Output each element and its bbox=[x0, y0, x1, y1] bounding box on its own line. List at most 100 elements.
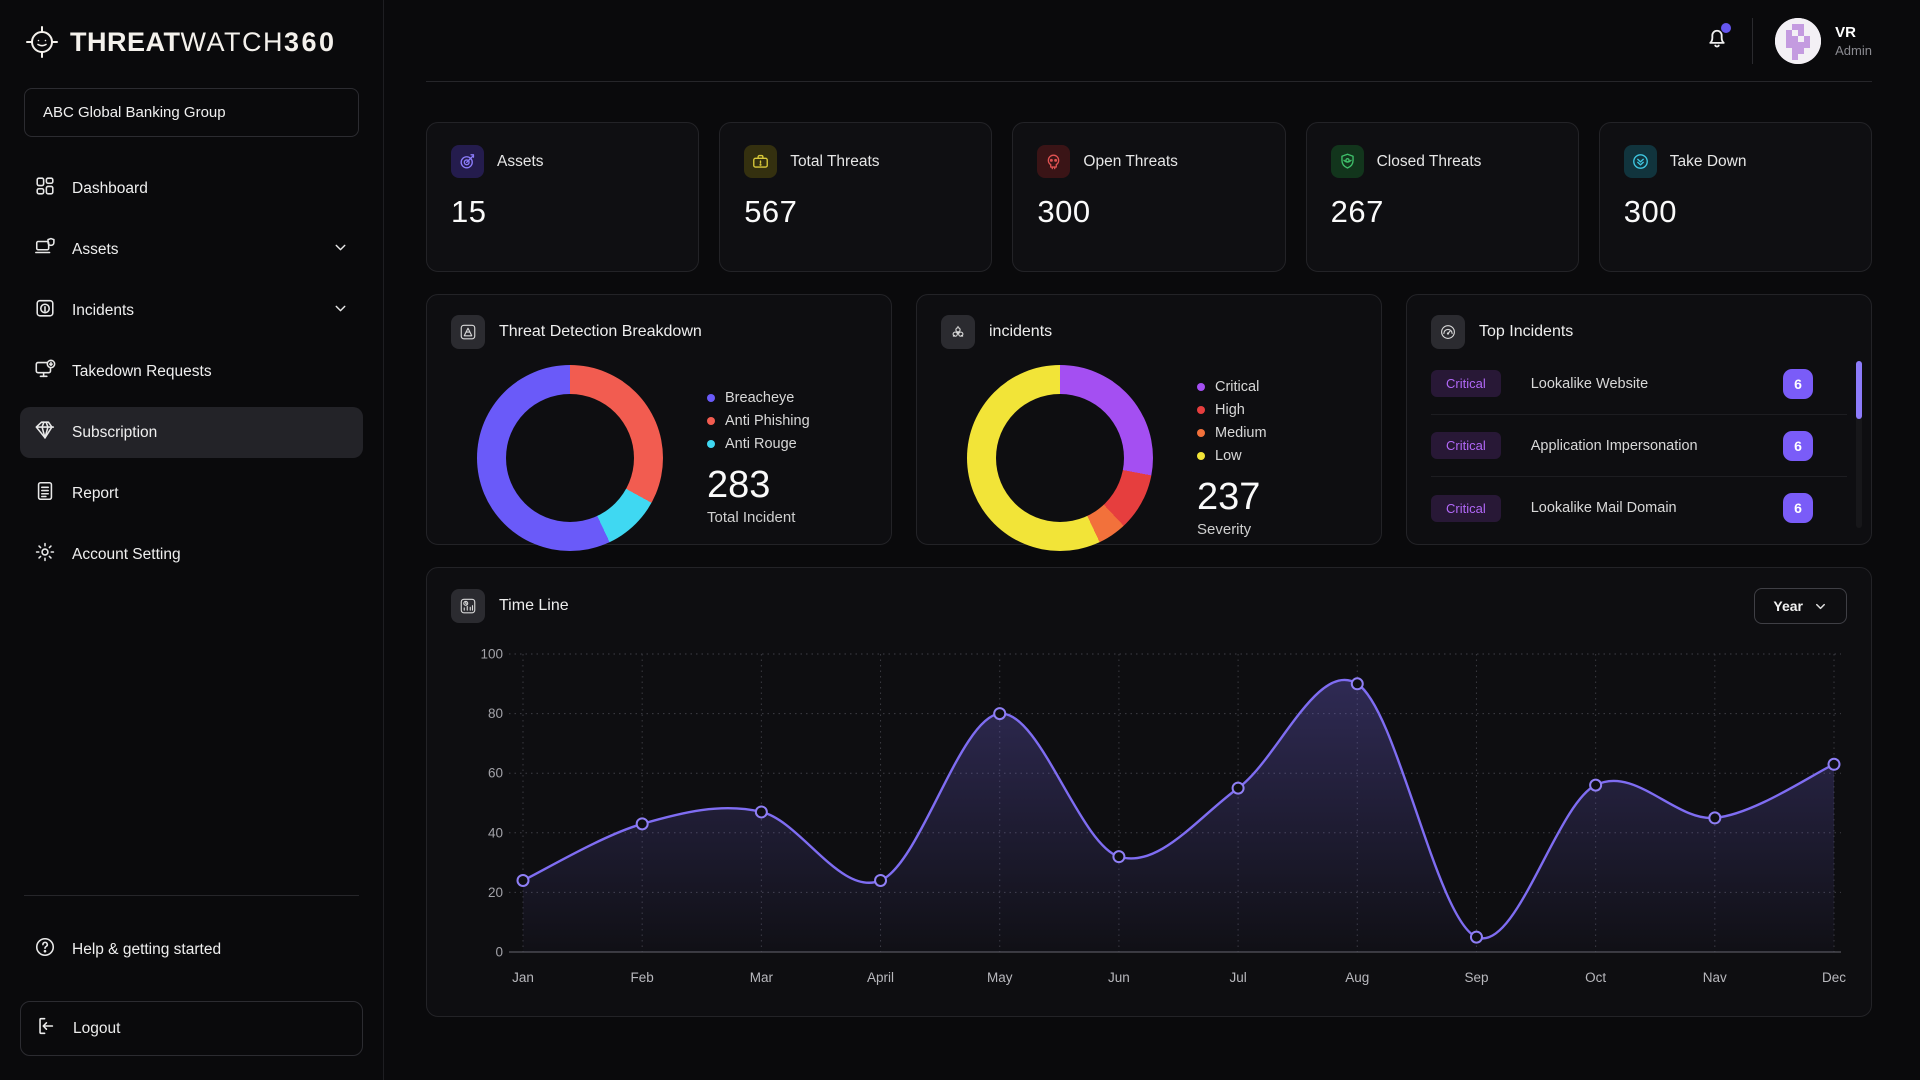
scrollbar-thumb[interactable] bbox=[1856, 361, 1862, 419]
sidebar-item-takedown-requests[interactable]: Takedown Requests bbox=[20, 346, 363, 397]
sidebar-item-label: Account Setting bbox=[72, 545, 181, 563]
legend-item: Critical bbox=[1197, 379, 1267, 395]
x-axis-tick: Aug bbox=[1345, 970, 1369, 985]
legend-label: Medium bbox=[1215, 424, 1267, 441]
chevron-down-icon[interactable] bbox=[332, 239, 349, 261]
sidebar-divider bbox=[24, 895, 359, 896]
data-point[interactable] bbox=[635, 817, 649, 831]
incident-row[interactable]: Critical Lookalike Website 6 bbox=[1431, 353, 1847, 415]
logout-label: Logout bbox=[73, 1019, 121, 1037]
y-axis-tick: 0 bbox=[495, 945, 503, 960]
total-threats-icon bbox=[744, 145, 778, 178]
assets-icon bbox=[34, 236, 56, 263]
legend-dot bbox=[1197, 405, 1205, 414]
incidents-summary: Critical High Medium Low 237 Severity bbox=[1197, 379, 1267, 538]
top-incidents-list: Critical Lookalike Website 6 Critical App… bbox=[1431, 353, 1847, 539]
brand: THREATWATCH360 bbox=[24, 24, 359, 60]
user-role: Admin bbox=[1835, 42, 1872, 58]
incident-count-badge: 6 bbox=[1783, 493, 1813, 523]
x-axis-tick: Oct bbox=[1585, 970, 1606, 985]
x-axis-tick: Jan bbox=[512, 970, 534, 985]
legend-item: Anti Rouge bbox=[707, 436, 810, 452]
stat-card-label: Take Down bbox=[1669, 152, 1747, 170]
severity-badge: Critical bbox=[1431, 370, 1501, 397]
incidents-icon bbox=[34, 297, 56, 324]
subscription-icon bbox=[34, 419, 56, 446]
y-axis-tick: 80 bbox=[488, 706, 503, 721]
sidebar-item-report[interactable]: Report bbox=[20, 468, 363, 519]
legend-label: Anti Rouge bbox=[725, 436, 797, 452]
user-menu[interactable]: VR Admin bbox=[1775, 17, 1872, 64]
severity-label: Severity bbox=[1197, 520, 1252, 538]
sidebar-nav: Dashboard Assets Incidents Takedown Requ… bbox=[0, 163, 383, 580]
stat-card-open-threats: Open Threats 300 bbox=[1012, 122, 1286, 272]
stat-card-value: 267 bbox=[1330, 194, 1384, 229]
data-point[interactable] bbox=[754, 805, 768, 819]
legend-item: Breacheye bbox=[707, 390, 810, 406]
user-info: VR Admin bbox=[1835, 24, 1872, 58]
incident-count-badge: 6 bbox=[1783, 368, 1813, 399]
stat-card-label: Closed Threats bbox=[1376, 152, 1482, 170]
incident-row[interactable]: Critical Lookalike Mail Domain 6 bbox=[1431, 477, 1847, 539]
data-point[interactable] bbox=[1350, 677, 1364, 691]
incident-row[interactable]: Critical Application Impersonation 6 bbox=[1431, 415, 1847, 477]
data-point[interactable] bbox=[1827, 757, 1841, 771]
legend-label: Breacheye bbox=[725, 390, 795, 406]
data-point[interactable] bbox=[516, 873, 530, 887]
data-point[interactable] bbox=[1469, 930, 1483, 944]
sidebar-item-label: Assets bbox=[72, 240, 119, 258]
logout-button[interactable]: Logout bbox=[20, 1001, 363, 1056]
stat-cards-row: Assets 15 Total Threats 567 Open Threats… bbox=[426, 122, 1872, 272]
y-axis-tick: 40 bbox=[488, 825, 503, 840]
x-axis-tick: Jul bbox=[1229, 970, 1246, 985]
panel-title: Threat Detection Breakdown bbox=[499, 323, 702, 340]
legend-dot bbox=[1197, 428, 1205, 437]
notifications-button[interactable] bbox=[1704, 23, 1732, 56]
threat-breakdown-donut-chart bbox=[477, 365, 663, 551]
incidents-legend: Critical High Medium Low bbox=[1197, 379, 1267, 464]
data-point[interactable] bbox=[1231, 781, 1245, 795]
data-point[interactable] bbox=[874, 873, 888, 887]
top-incidents-icon bbox=[1431, 315, 1465, 349]
sidebar-item-assets[interactable]: Assets bbox=[20, 224, 363, 275]
org-selector[interactable]: ABC Global Banking Group bbox=[24, 88, 359, 137]
sidebar-item-subscription[interactable]: Subscription bbox=[20, 407, 363, 458]
legend-item: Low bbox=[1197, 448, 1267, 464]
sidebar-item-help[interactable]: Help & getting started bbox=[20, 924, 363, 975]
data-point[interactable] bbox=[1708, 811, 1722, 825]
main-content: VR Admin Assets 15 Total Threats 567 Ope… bbox=[384, 0, 1920, 1080]
chevron-down-icon[interactable] bbox=[332, 300, 349, 322]
timeline-icon bbox=[451, 589, 485, 623]
x-axis-tick: May bbox=[987, 970, 1013, 985]
x-axis-tick: Sep bbox=[1464, 970, 1488, 985]
takedown-requests-icon bbox=[34, 358, 56, 385]
take-down-icon bbox=[1623, 145, 1657, 178]
stat-card-closed-threats: Closed Threats 267 bbox=[1305, 122, 1579, 272]
data-point[interactable] bbox=[993, 707, 1007, 721]
topbar: VR Admin bbox=[426, 0, 1872, 82]
brand-logo-icon bbox=[26, 26, 58, 58]
sidebar-item-dashboard[interactable]: Dashboard bbox=[20, 163, 363, 214]
sidebar-item-label: Takedown Requests bbox=[72, 362, 212, 380]
scrollbar-track[interactable] bbox=[1856, 361, 1862, 528]
year-filter-label: Year bbox=[1773, 598, 1803, 614]
data-point[interactable] bbox=[1112, 850, 1126, 864]
sidebar-item-label: Incidents bbox=[72, 301, 135, 319]
assets-icon bbox=[451, 145, 484, 178]
sidebar-item-account-setting[interactable]: Account Setting bbox=[20, 529, 363, 580]
stat-card-label: Open Threats bbox=[1083, 152, 1178, 170]
x-axis-tick: April bbox=[867, 970, 894, 985]
report-icon bbox=[34, 480, 56, 507]
logout-icon bbox=[35, 1015, 57, 1042]
legend-dot bbox=[1197, 451, 1205, 460]
year-filter-dropdown[interactable]: Year bbox=[1754, 588, 1847, 624]
timeline-area-fill bbox=[523, 679, 1834, 952]
legend-item: Anti Phishing bbox=[707, 413, 810, 429]
sidebar-item-incidents[interactable]: Incidents bbox=[20, 285, 363, 336]
stat-card-label: Total Threats bbox=[790, 152, 880, 170]
bell-icon bbox=[1709, 29, 1725, 48]
sidebar: THREATWATCH360 ABC Global Banking Group … bbox=[0, 0, 384, 1080]
data-point[interactable] bbox=[1589, 778, 1603, 792]
sidebar-item-label: Dashboard bbox=[72, 179, 148, 197]
